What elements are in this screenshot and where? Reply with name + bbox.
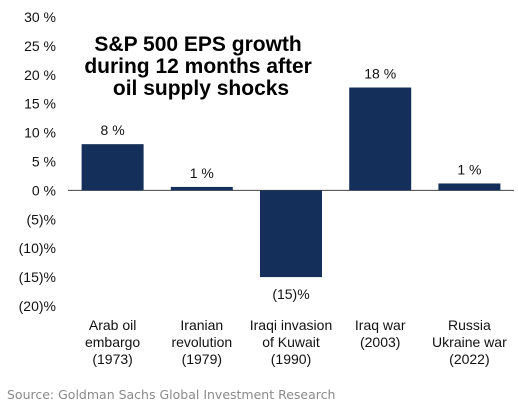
bar (260, 190, 322, 278)
category-label-line: revolution (171, 334, 232, 350)
y-tick-label: 25 % (24, 38, 56, 54)
source-note: Source: Goldman Sachs Global Investment … (7, 387, 336, 402)
chart-title-line-2: during 12 months after (84, 55, 312, 78)
bar (81, 144, 144, 191)
data-label: 8 % (101, 122, 125, 138)
bar (438, 183, 501, 191)
category-label-line: (2003) (360, 334, 400, 350)
category-label: Iraq war (2003) (355, 317, 406, 350)
y-tick-label: 0 % (32, 182, 56, 198)
y-tick-label: (15)% (19, 269, 56, 285)
y-tick-label: (10)% (19, 240, 56, 256)
y-tick-label: (20)% (19, 298, 56, 314)
y-tick-label: (5)% (26, 211, 56, 227)
category-label-line: Iraq war (355, 317, 406, 333)
category-label-line: Russia (448, 317, 491, 333)
bar (349, 87, 412, 191)
category-label-line: (1973) (92, 351, 132, 367)
y-tick-label: 20 % (24, 67, 56, 83)
category-label-line: embargo (85, 334, 140, 350)
bar-chart: 30 % 25 % 20 % 15 % 10 % 5 % 0 % (5)% (10)% (15)%… (19, 9, 514, 367)
x-axis-labels: Arab oil embargo (1973)Iranian revolution (1… (85, 317, 507, 367)
bars (81, 87, 501, 278)
y-tick-label: 15 % (24, 96, 56, 112)
category-label-line: (1979) (182, 351, 222, 367)
y-tick-label: 10 % (24, 125, 56, 141)
category-label-line: Iranian (180, 317, 223, 333)
category-label-line: Ukraine war (432, 334, 507, 350)
category-label: Arab oil embargo (1973) (85, 317, 140, 367)
category-label: Iranian revolution (1979) (171, 317, 232, 367)
data-label: (15)% (272, 286, 309, 302)
category-label-line: (2022) (449, 351, 489, 367)
category-label: Russia Ukraine war (2022) (432, 317, 507, 367)
category-label-line: Iraqi invasion (250, 317, 333, 333)
category-label-line: of Kuwait (262, 334, 320, 350)
data-label: 1 % (457, 161, 481, 177)
bar (170, 186, 233, 191)
category-label-line: (1990) (271, 351, 311, 367)
y-tick-label: 30 % (24, 9, 56, 25)
data-label: 18 % (364, 66, 396, 82)
y-axis: 30 % 25 % 20 % 15 % 10 % 5 % 0 % (5)% (10)% (15)%… (19, 9, 514, 314)
y-tick-label: 5 % (32, 154, 56, 170)
chart-title: S&P 500 EPS growth during 12 months afte… (84, 33, 317, 100)
chart-title-line-1: S&P 500 EPS growth (94, 33, 301, 56)
category-label: Iraqi invasion of Kuwait (1990) (250, 317, 333, 367)
data-labels: 8 % 1 % (15)% 18 % 1 % (101, 66, 482, 303)
data-label: 1 % (190, 165, 214, 181)
category-label-line: Arab oil (89, 317, 136, 333)
chart-title-line-3: oil supply shocks (113, 77, 289, 100)
